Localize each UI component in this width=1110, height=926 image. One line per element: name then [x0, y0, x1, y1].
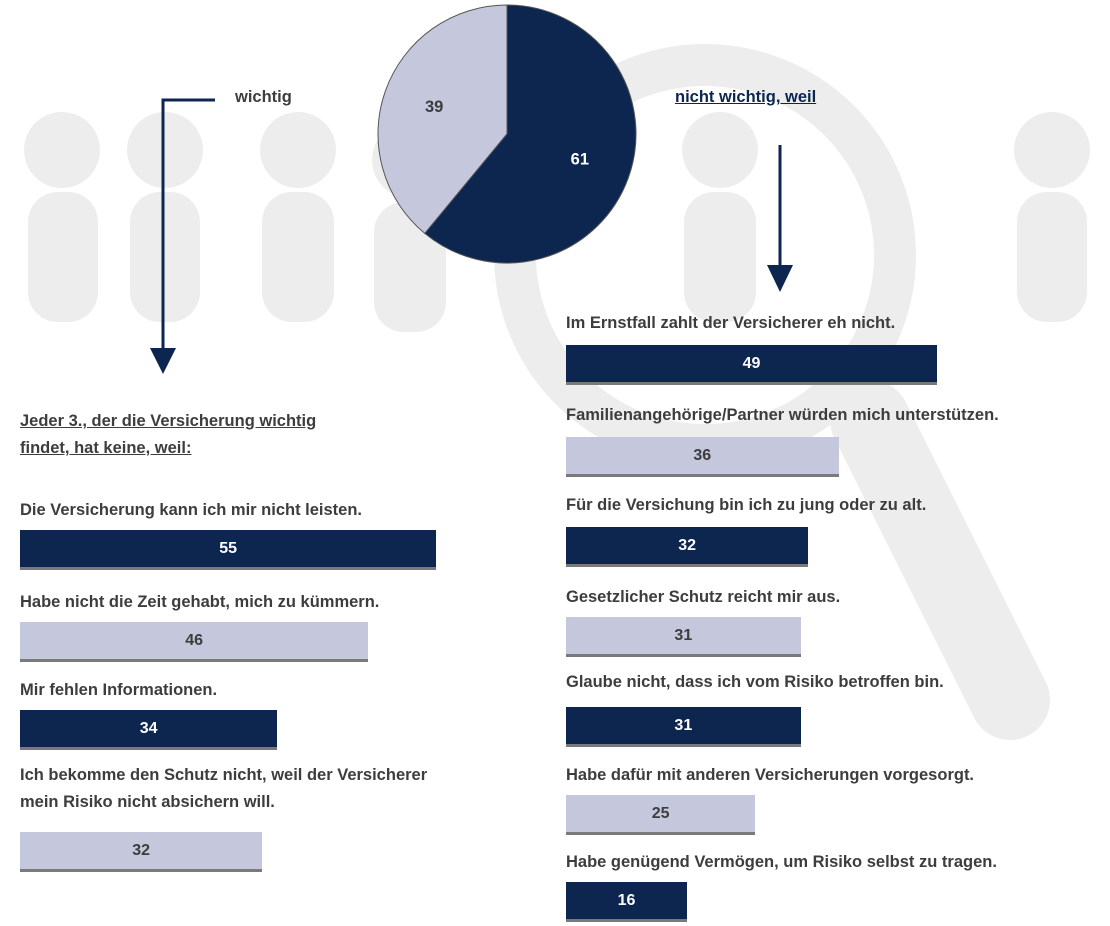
value-label: 32 — [132, 842, 150, 860]
bar: 16 — [566, 882, 687, 919]
slice-label: 39 — [425, 98, 443, 116]
bar: 46 — [20, 622, 368, 659]
category-label: Für die Versichung bin ich zu jung oder … — [566, 492, 1106, 519]
bar: 32 — [20, 832, 262, 869]
value-label: 25 — [652, 805, 670, 823]
bar: 32 — [566, 527, 808, 564]
bar: 25 — [566, 795, 755, 832]
value-label: 36 — [693, 447, 711, 465]
category-label: Habe nicht die Zeit gehabt, mich zu kümm… — [20, 589, 450, 616]
category-label: Die Versicherung kann ich mir nicht leis… — [20, 497, 450, 524]
value-label: 31 — [674, 717, 692, 735]
bar: 55 — [20, 530, 436, 567]
category-label: Habe genügend Vermögen, um Risiko selbst… — [566, 849, 1106, 876]
category-label: Im Ernstfall zahlt der Versicherer eh ni… — [566, 310, 1106, 337]
group-title: Jeder 3., der die Versicherung wichtig f… — [20, 408, 350, 462]
value-label: 49 — [743, 355, 761, 373]
slice-label: 61 — [571, 151, 589, 169]
bar: 34 — [20, 710, 277, 747]
category-label: Ich bekomme den Schutz nicht, weil der V… — [20, 762, 450, 816]
page: {"chart_data": [ {"type": "pie", "catego… — [0, 0, 1110, 926]
category-label: wichtig — [235, 88, 292, 107]
category-label: Glaube nicht, dass ich vom Risiko betrof… — [566, 669, 1106, 696]
bar: 31 — [566, 707, 801, 744]
pie-chart: 39 61 — [0, 0, 1110, 300]
bar: 49 — [566, 345, 937, 382]
value-label: 46 — [185, 632, 203, 650]
category-label: Familienangehörige/Partner würden mich u… — [566, 402, 1106, 429]
category-label: Habe dafür mit anderen Versicherungen vo… — [566, 762, 1106, 789]
value-label: 16 — [618, 892, 636, 910]
bar: 36 — [566, 437, 839, 474]
value-label: 32 — [678, 537, 696, 555]
value-label: 31 — [674, 627, 692, 645]
category-label: Mir fehlen Informationen. — [20, 677, 450, 704]
value-label: 34 — [140, 720, 158, 738]
category-label: Gesetzlicher Schutz reicht mir aus. — [566, 584, 1106, 611]
value-label: 55 — [219, 540, 237, 558]
category-label: nicht wichtig, weil — [675, 88, 816, 107]
bar: 31 — [566, 617, 801, 654]
